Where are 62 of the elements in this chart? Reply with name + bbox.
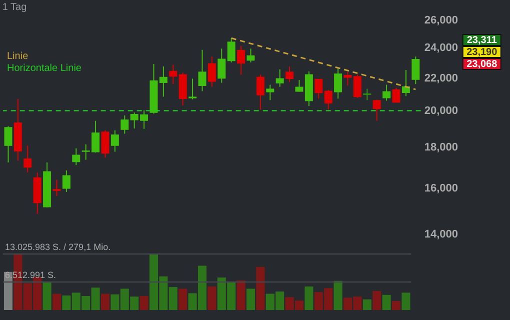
bar <box>392 301 401 310</box>
candlestick <box>382 84 391 102</box>
candlestick <box>344 72 352 86</box>
candlestick <box>101 130 110 158</box>
candlestick <box>276 68 284 88</box>
candlestick <box>256 74 264 110</box>
candlestick <box>72 148 80 166</box>
chart-title: 1 Tag <box>2 2 27 13</box>
candlestick <box>363 88 372 101</box>
text: 23,068 <box>466 59 498 70</box>
bar <box>140 296 148 310</box>
candlestick <box>198 49 206 92</box>
candlestick <box>169 64 178 85</box>
y-tick-label: 26,000 <box>424 14 458 26</box>
candlestick <box>412 56 420 85</box>
candlestick <box>62 170 70 192</box>
candlestick <box>227 38 236 63</box>
y-tick-label: 20,000 <box>424 105 458 118</box>
bar <box>372 290 382 310</box>
candlestick <box>120 114 129 134</box>
bar <box>52 294 62 310</box>
bar <box>236 280 246 310</box>
y-tick-label: 22,000 <box>424 72 458 84</box>
text: Linie <box>7 51 29 62</box>
bar <box>402 292 410 310</box>
ref-line-label: Horizontale Linie <box>7 63 82 74</box>
candlestick <box>324 89 332 110</box>
y-tick-label: 18,000 <box>424 142 458 154</box>
bar <box>256 266 265 310</box>
candlestick <box>334 68 342 100</box>
candlestick <box>246 48 255 63</box>
candlestick <box>286 66 294 83</box>
y-tick-label: 16,000 <box>424 182 458 194</box>
bar <box>362 299 372 310</box>
text: 23,190 <box>466 47 498 58</box>
candlestick <box>4 126 12 163</box>
candlestick <box>188 78 197 100</box>
text: 23,311 <box>466 35 498 46</box>
bar <box>382 294 391 310</box>
bar <box>208 286 216 310</box>
bar <box>334 280 342 310</box>
candlestick <box>372 99 381 122</box>
ref-line-label: 13.025.983 S. / 279,1 Mio. <box>5 242 111 252</box>
candlestick <box>159 66 168 98</box>
candlestick <box>24 145 32 173</box>
candlestick <box>52 179 61 196</box>
bar <box>100 294 110 310</box>
bar <box>246 288 256 310</box>
candlestick <box>218 48 226 84</box>
candlestick <box>266 84 274 101</box>
bar <box>42 282 52 310</box>
y-tick-label: 14,000 <box>424 228 458 240</box>
candlestick <box>178 72 187 106</box>
candlestick <box>392 87 400 104</box>
bar <box>178 288 188 310</box>
bar <box>304 286 314 310</box>
y-tick-label: 24,000 <box>424 42 458 54</box>
candlestick <box>353 74 362 98</box>
candlestick <box>237 45 246 76</box>
candlestick <box>208 56 216 88</box>
candlestick <box>314 78 323 99</box>
candlestick <box>110 130 119 152</box>
